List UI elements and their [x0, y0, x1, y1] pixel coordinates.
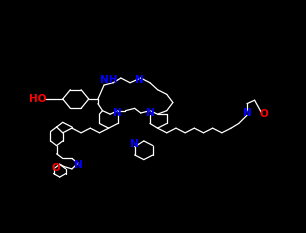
Text: NH: NH — [100, 75, 118, 85]
Text: HO: HO — [29, 94, 47, 104]
Text: N: N — [243, 108, 251, 118]
Text: O: O — [52, 163, 60, 173]
Text: N: N — [130, 140, 139, 149]
Text: N: N — [135, 75, 144, 85]
Text: N: N — [74, 161, 82, 170]
Text: N: N — [146, 108, 154, 118]
Text: O: O — [259, 109, 268, 119]
Text: N: N — [114, 108, 122, 118]
